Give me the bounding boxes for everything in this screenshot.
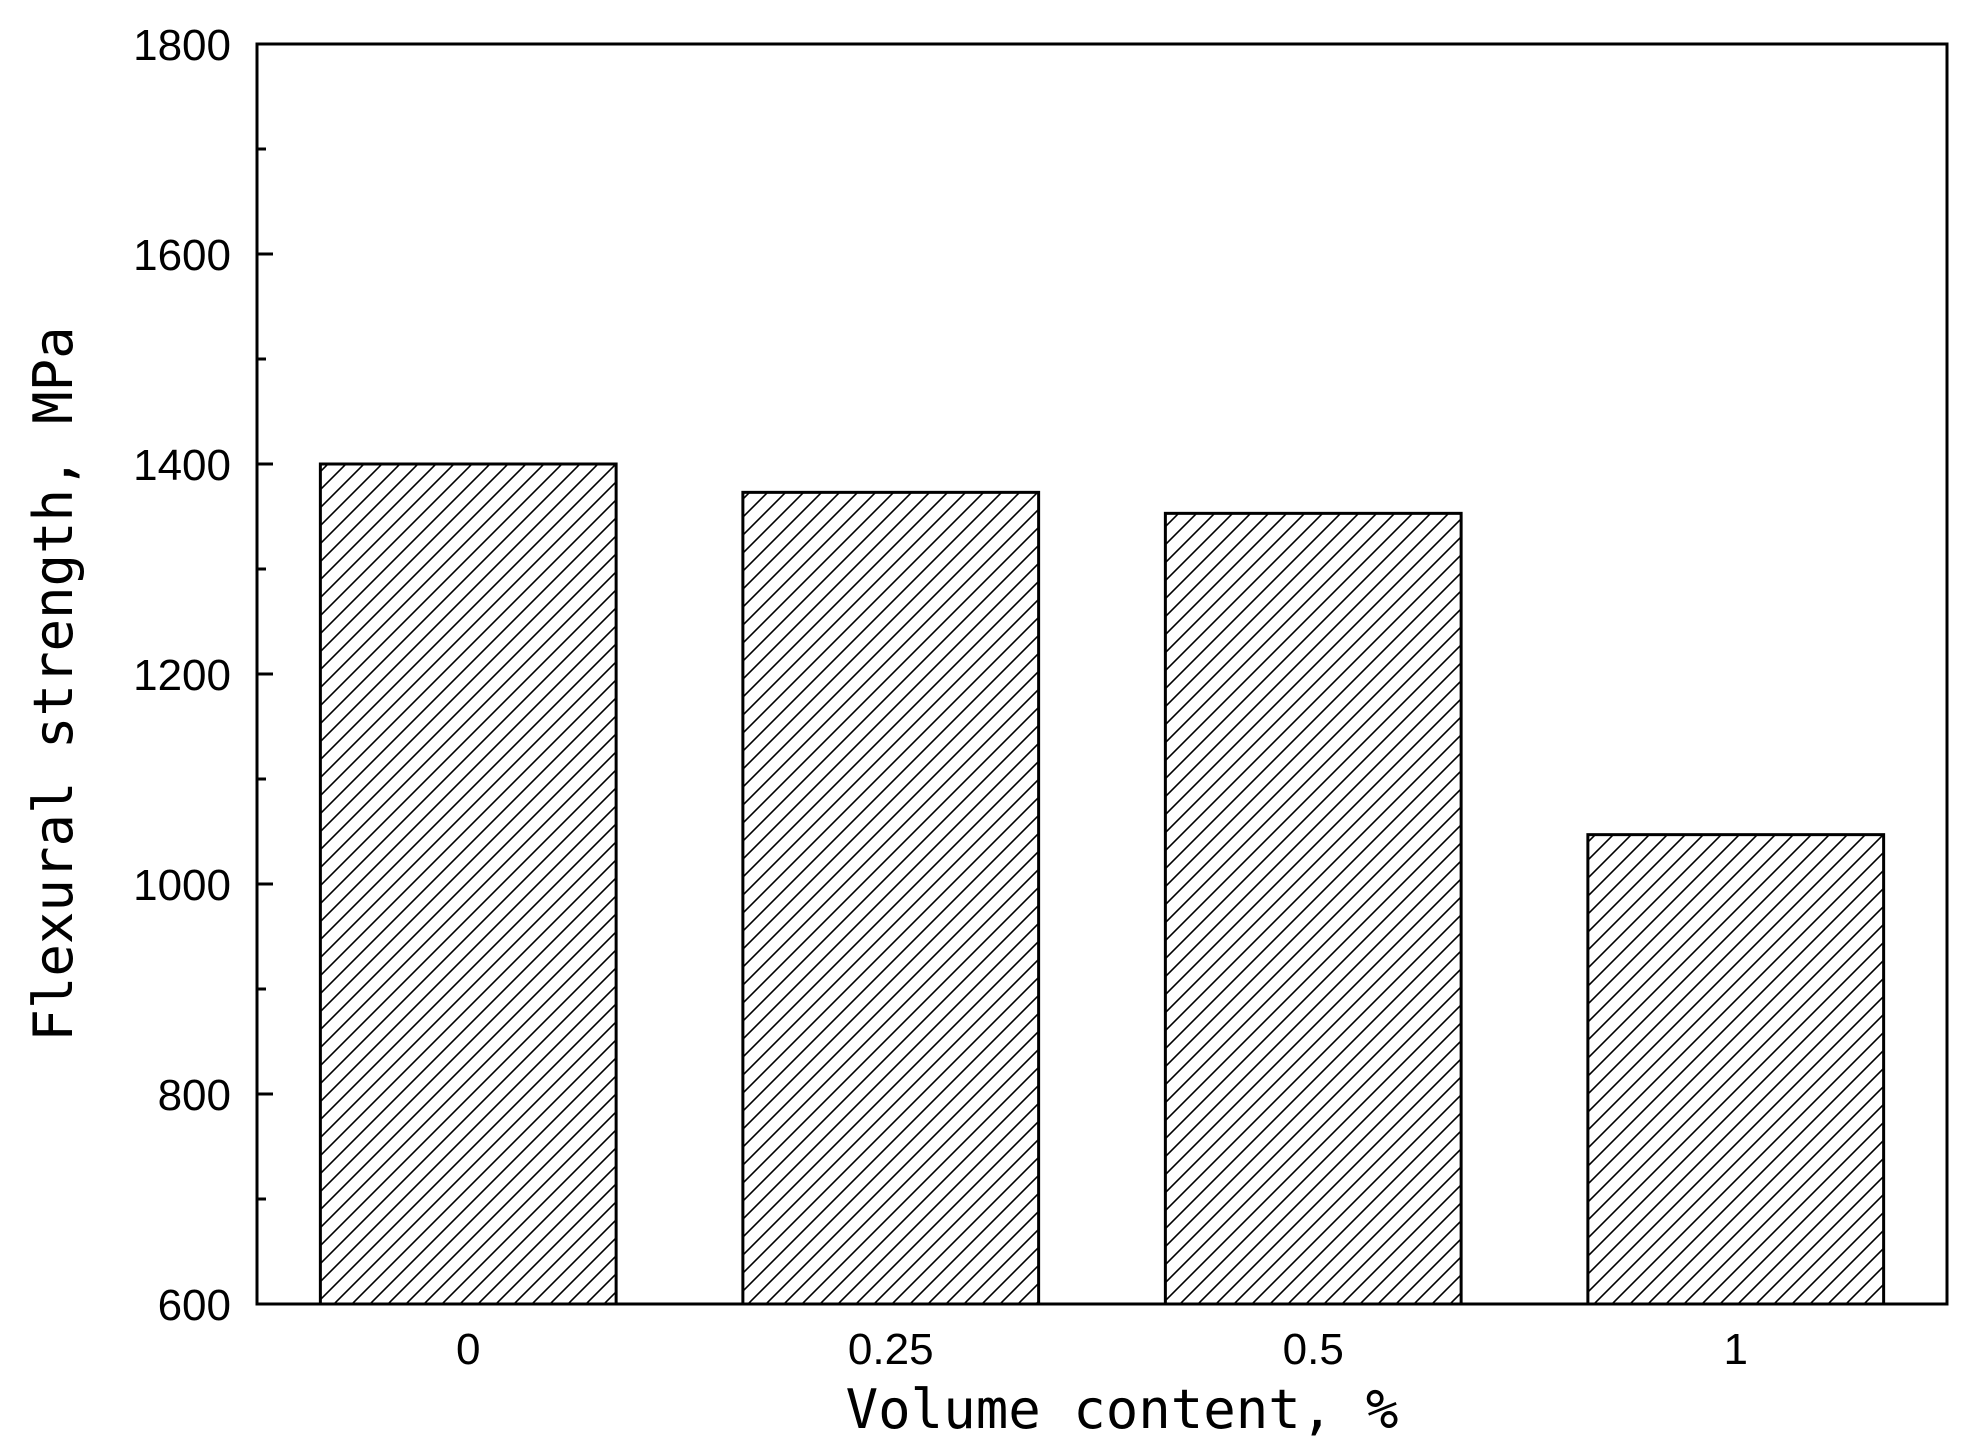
y-tick-label: 1600 [133,231,231,280]
bar-0.5 [1163,511,1463,1306]
x-axis: 0 0.25 0.5 1 [456,1325,1748,1374]
bar-0 [318,462,618,1306]
y-axis-title: Flexural strength, MPa [22,326,85,1041]
y-tick-label: 1800 [133,21,231,70]
x-tick-label: 0.5 [1283,1325,1344,1374]
x-tick-label: 0.25 [848,1325,934,1374]
bar-0.25 [741,490,1041,1306]
x-tick-label: 1 [1724,1325,1748,1374]
y-tick-label: 1000 [133,861,231,910]
y-tick-label: 600 [158,1281,231,1330]
y-tick-label: 1200 [133,651,231,700]
bar-1 [1586,833,1886,1306]
bars-group [318,462,1886,1306]
x-axis-title: Volume content, % [846,1378,1399,1441]
x-tick-label: 0 [456,1325,480,1374]
y-tick-label: 1400 [133,441,231,490]
y-tick-label: 800 [158,1071,231,1120]
y-axis: 600 800 1000 1200 1400 1600 1800 [133,21,273,1330]
